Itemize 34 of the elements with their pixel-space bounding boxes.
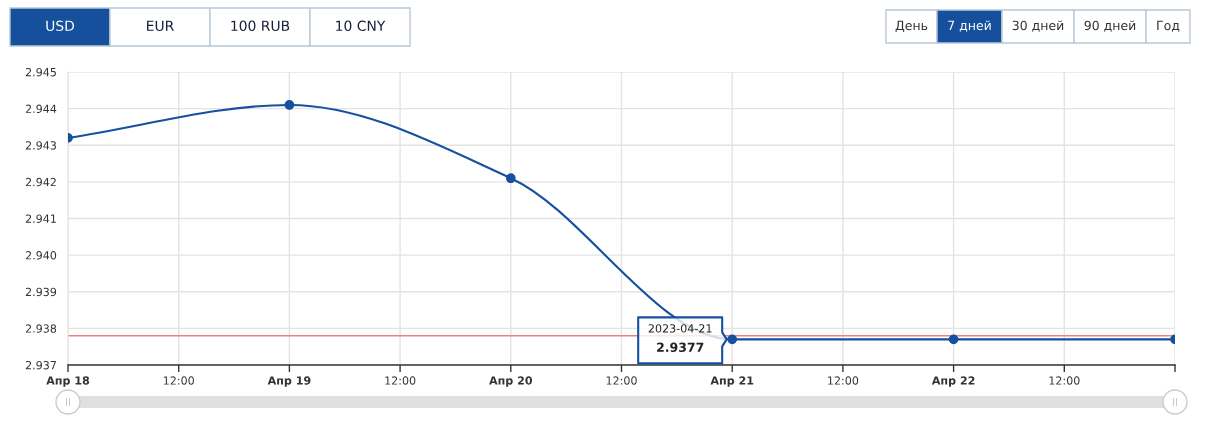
x-tick-label: 12:00 (828, 376, 859, 385)
text: 90 дней (1084, 20, 1136, 32)
y-tick-label: 2.940 (25, 251, 57, 260)
x-tick-label: 12:00 (385, 376, 416, 385)
point (727, 334, 738, 345)
y-tick-label: 2.944 (25, 104, 57, 113)
x-tick-label: 12:00 (606, 376, 637, 385)
text: День (895, 20, 928, 32)
y-tick-label: 2.941 (25, 214, 56, 223)
y-tick-label: 2.939 (25, 287, 57, 297)
x-tick-label: Апр 21 (710, 376, 754, 387)
text: 100 RUB (231, 20, 290, 32)
y-tick-label: 2.937 (25, 360, 56, 370)
text: USD (46, 20, 75, 32)
text: Год (1157, 20, 1180, 32)
point (284, 100, 295, 110)
annotation: 2023-04-21 (648, 324, 712, 333)
y-tick-label: 2.943 (25, 141, 56, 150)
text: 30 дней (1012, 20, 1064, 32)
x-tick-label: 12:00 (163, 376, 194, 385)
point (505, 173, 516, 184)
y-tick-label: 2.942 (25, 177, 56, 187)
text: 7 дней (948, 20, 991, 32)
text: EUR (147, 20, 174, 32)
annotation: 2.9377 (657, 342, 704, 352)
x-tick-label: Апр 19 (267, 376, 311, 387)
x-tick-label: 12:00 (1049, 376, 1080, 385)
y-tick-label: 2.938 (25, 324, 57, 333)
x-tick-label: Апр 20 (489, 376, 533, 387)
y-tick-label: 2.945 (25, 67, 56, 77)
x-tick-label: Апр 22 (931, 376, 975, 387)
x-tick-label: Апр 18 (46, 376, 90, 387)
text: 10 CNY (336, 20, 386, 32)
point (948, 334, 959, 345)
